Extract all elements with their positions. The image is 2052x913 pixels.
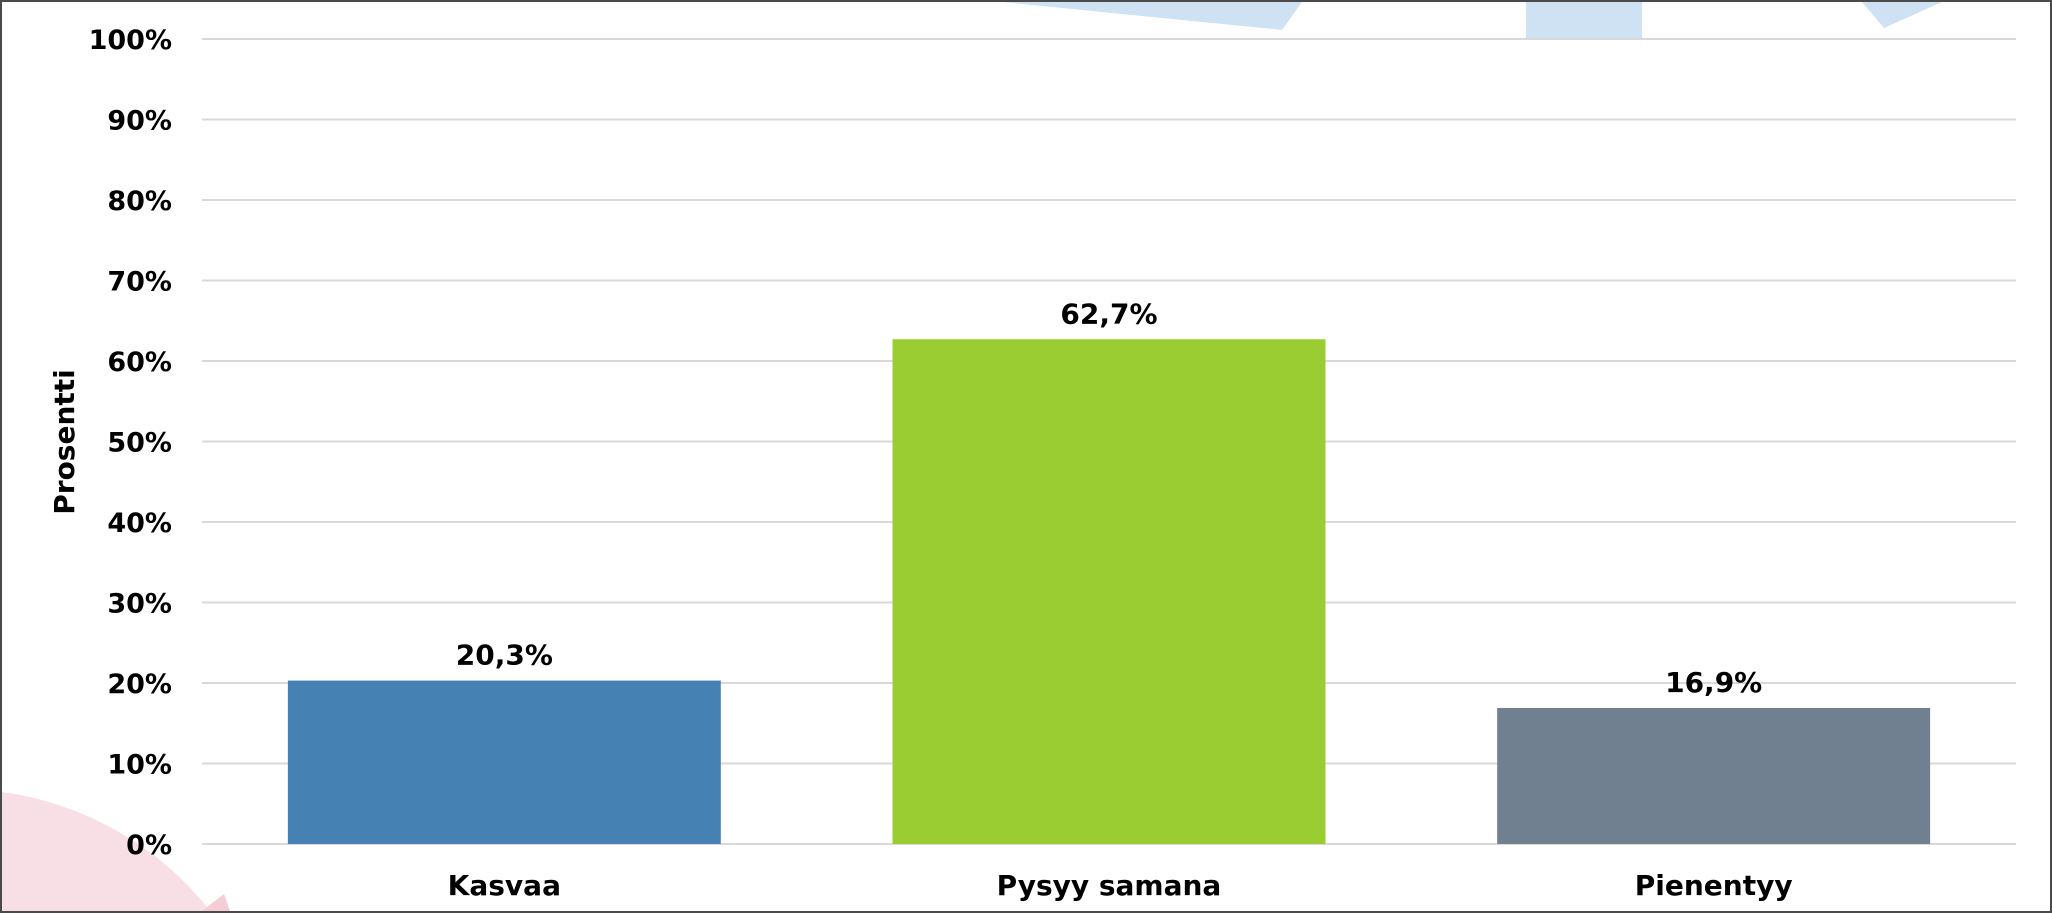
y-tick-label: 90% (107, 106, 172, 137)
y-tick-label: 0% (126, 830, 172, 861)
data-label: 20,3% (456, 639, 553, 672)
y-tick-label: 80% (107, 186, 172, 217)
y-tick-label: 30% (107, 589, 172, 620)
bar (287, 680, 721, 844)
background-decoration (2, 2, 1942, 911)
decor-accent-bottom-left (202, 894, 230, 911)
decor-arc-bottom-left (2, 792, 207, 911)
y-tick-label: 40% (107, 508, 172, 539)
y-tick-label: 50% (107, 428, 172, 459)
decor-triangle-right (1862, 2, 1942, 28)
data-label: 62,7% (1060, 297, 1157, 330)
x-category-label: Pienentyy (1635, 869, 1793, 902)
x-axis-categories: Kasvaa Pysyy samana Pienentyy (448, 869, 1793, 902)
decor-triangle-left (1002, 2, 1302, 30)
y-tick-label: 20% (107, 669, 172, 700)
y-tick-label: 10% (107, 750, 172, 781)
x-category-label: Kasvaa (448, 869, 561, 902)
bars (287, 339, 1931, 844)
y-tick-label: 60% (107, 347, 172, 378)
x-category-label: Pysyy samana (997, 869, 1222, 902)
y-axis-title: Prosentti (48, 369, 81, 515)
y-tick-label: 100% (89, 25, 172, 56)
decor-block-center (1526, 2, 1642, 38)
y-tick-label: 70% (107, 267, 172, 298)
bar (1497, 707, 1931, 844)
data-label: 16,9% (1665, 666, 1762, 699)
y-axis-ticks: 0% 10% 20% 30% 40% 50% 60% 70% 80% 90% 100% (89, 25, 172, 861)
bar (892, 339, 1326, 844)
data-labels: 20,3% 62,7% 16,9% (456, 297, 1762, 699)
